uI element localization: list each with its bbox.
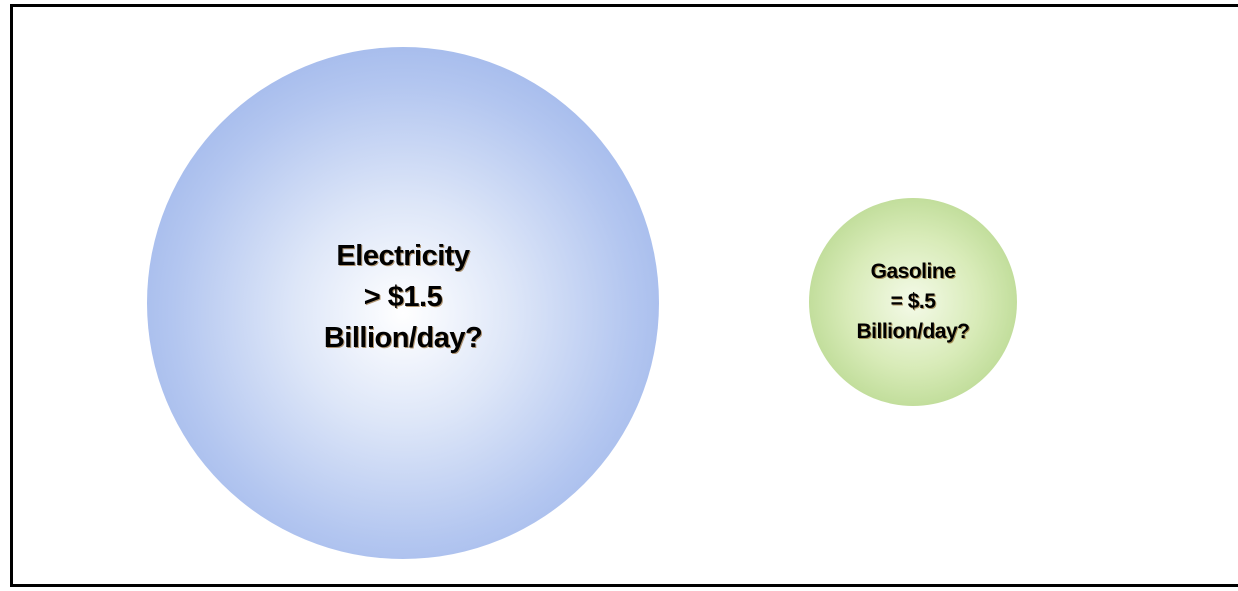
gasoline-bubble: Gasoline = $.5 Billion/day? bbox=[809, 198, 1017, 406]
electricity-label: Electricity > $1.5 Billion/day? bbox=[323, 236, 483, 359]
electricity-title: Electricity bbox=[336, 239, 470, 272]
gasoline-value: = $.5 bbox=[890, 290, 936, 313]
electricity-unit: Billion/day? bbox=[323, 321, 483, 354]
diagram-frame: Electricity > $1.5 Billion/day? Gasoline… bbox=[10, 4, 1238, 587]
gasoline-unit: Billion/day? bbox=[856, 320, 970, 343]
electricity-bubble: Electricity > $1.5 Billion/day? bbox=[147, 47, 659, 559]
gasoline-title: Gasoline bbox=[870, 260, 956, 283]
gasoline-label: Gasoline = $.5 Billion/day? bbox=[856, 257, 970, 347]
electricity-value: > $1.5 bbox=[363, 280, 443, 313]
